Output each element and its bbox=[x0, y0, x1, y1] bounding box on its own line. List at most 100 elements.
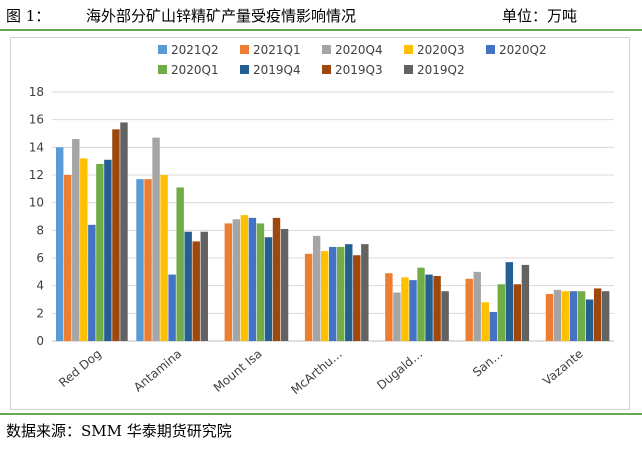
legend-label: 2019Q3 bbox=[335, 63, 383, 77]
bar bbox=[593, 288, 602, 341]
bar bbox=[104, 159, 112, 341]
bar bbox=[240, 215, 249, 341]
bar bbox=[577, 291, 586, 341]
bar bbox=[425, 274, 433, 341]
legend-label: 2020Q3 bbox=[417, 43, 465, 57]
y-tick-label: 6 bbox=[36, 251, 44, 265]
bar bbox=[248, 217, 257, 341]
source-note: 数据来源：SMM 华泰期货研究院 bbox=[6, 422, 232, 440]
bar bbox=[176, 187, 184, 341]
figure-header: 图 1： 海外部分矿山锌精矿产量受疫情影响情况 单位：万吨 bbox=[0, 0, 642, 30]
bar bbox=[264, 237, 273, 341]
chart-frame bbox=[10, 37, 630, 410]
legend-swatch bbox=[240, 65, 249, 74]
bar bbox=[112, 129, 120, 341]
bar bbox=[120, 122, 128, 342]
figure-title: 海外部分矿山锌精矿产量受疫情影响情况 bbox=[86, 7, 357, 25]
legend-label: 2021Q1 bbox=[253, 43, 301, 57]
bar bbox=[224, 223, 233, 341]
y-tick-label: 8 bbox=[36, 223, 44, 237]
bar bbox=[441, 291, 449, 341]
bar bbox=[200, 231, 208, 341]
bar bbox=[144, 179, 152, 341]
bar bbox=[521, 264, 530, 341]
bar bbox=[280, 228, 289, 341]
legend-label: 2020Q1 bbox=[171, 63, 219, 77]
bar bbox=[88, 224, 96, 341]
bar bbox=[553, 289, 562, 341]
bar bbox=[601, 291, 610, 341]
bar bbox=[473, 271, 481, 341]
bar bbox=[345, 244, 353, 341]
bar bbox=[160, 175, 168, 341]
bar bbox=[465, 278, 473, 341]
bar bbox=[497, 284, 506, 341]
header-divider bbox=[0, 29, 642, 31]
y-tick-label: 10 bbox=[29, 196, 44, 210]
x-tick-label: Vazante bbox=[540, 347, 586, 389]
x-tick-label: Mount Isa bbox=[211, 347, 265, 395]
unit-label: 单位：万吨 bbox=[502, 7, 578, 25]
x-tick-label: Antamina bbox=[131, 347, 184, 395]
x-tick-label: McArthu… bbox=[288, 347, 345, 398]
bar bbox=[401, 277, 409, 341]
y-tick-label: 0 bbox=[36, 334, 44, 348]
bar bbox=[80, 158, 88, 341]
bar bbox=[337, 246, 345, 341]
bar bbox=[481, 302, 489, 341]
bar bbox=[545, 293, 554, 341]
x-tick-label: San… bbox=[470, 347, 505, 380]
x-tick-label: Red Dog bbox=[56, 347, 104, 390]
bar bbox=[168, 274, 176, 341]
bar bbox=[64, 175, 72, 341]
bar bbox=[417, 267, 425, 341]
y-tick-label: 12 bbox=[29, 168, 44, 182]
bar bbox=[320, 251, 329, 341]
y-tick-label: 14 bbox=[29, 140, 44, 154]
y-tick-label: 16 bbox=[29, 113, 44, 127]
legend-swatch bbox=[158, 65, 167, 74]
bar bbox=[192, 241, 200, 341]
bar bbox=[393, 292, 401, 341]
bar-chart: 0 2 4 6 8 10 12 14 16 18 Red Dog Antamina Mount Isa M… bbox=[29, 43, 614, 398]
y-tick-label: 2 bbox=[36, 306, 44, 320]
bar bbox=[184, 231, 192, 341]
bar bbox=[256, 223, 265, 341]
legend-label: 2021Q2 bbox=[171, 43, 219, 57]
bar bbox=[136, 179, 144, 341]
legend-swatch bbox=[240, 45, 249, 54]
x-tick-label: Dugald… bbox=[374, 347, 425, 393]
legend-swatch bbox=[486, 45, 495, 54]
bar bbox=[409, 280, 417, 341]
y-tick-label: 18 bbox=[29, 85, 44, 99]
bar bbox=[272, 217, 281, 341]
legend-label: 2019Q4 bbox=[253, 63, 301, 77]
bar bbox=[152, 137, 160, 341]
bar bbox=[433, 275, 441, 341]
bar bbox=[561, 291, 570, 341]
footer-divider bbox=[0, 413, 642, 415]
bar bbox=[361, 244, 369, 341]
legend-swatch bbox=[158, 45, 167, 54]
legend-swatch bbox=[404, 45, 413, 54]
bar bbox=[328, 246, 337, 341]
bar bbox=[353, 255, 361, 341]
legend-swatch bbox=[322, 45, 331, 54]
bar bbox=[513, 284, 522, 341]
bar bbox=[505, 262, 514, 341]
bar bbox=[72, 139, 80, 341]
legend-swatch bbox=[322, 65, 331, 74]
legend-label: 2020Q2 bbox=[499, 43, 547, 57]
legend-label: 2020Q4 bbox=[335, 43, 383, 57]
bar bbox=[96, 163, 104, 341]
y-tick-label: 4 bbox=[36, 279, 44, 293]
bar bbox=[585, 299, 594, 341]
bar bbox=[232, 219, 241, 341]
bar bbox=[312, 235, 321, 341]
bar bbox=[489, 311, 497, 341]
legend-swatch bbox=[404, 65, 413, 74]
bar bbox=[304, 253, 313, 341]
figure-label: 图 1： bbox=[6, 7, 51, 25]
legend-label: 2019Q2 bbox=[417, 63, 465, 77]
bar bbox=[56, 147, 64, 341]
